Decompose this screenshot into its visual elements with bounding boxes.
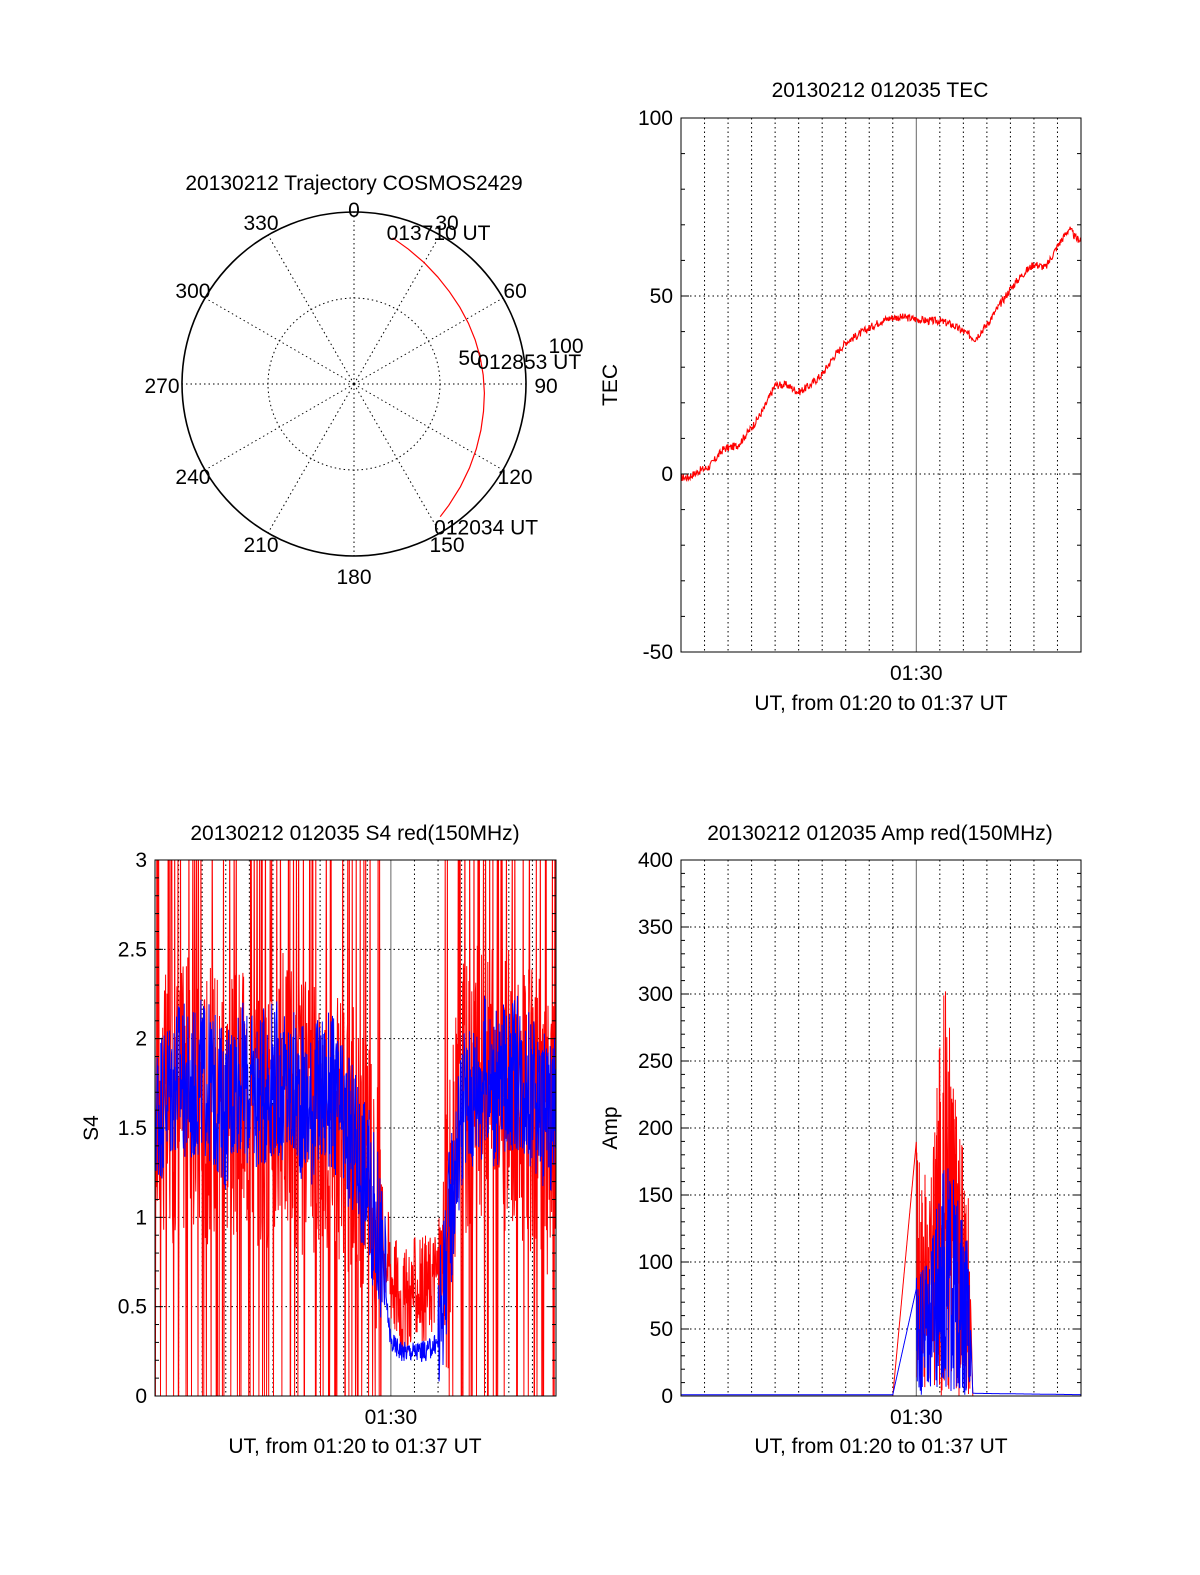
amp-y-axis-label: Amp <box>599 1106 622 1149</box>
s4-x-axis-label: UT, from 01:20 to 01:37 UT <box>228 1435 481 1458</box>
amp-y-tick-label: 400 <box>638 849 673 872</box>
tec-y-tick-label: 50 <box>650 285 673 308</box>
polar-spoke-240 <box>204 383 355 471</box>
polar-spoke-210 <box>267 383 355 534</box>
polar-radial-label: 100 <box>548 335 583 358</box>
tec-ticks <box>681 117 1081 653</box>
amp-y-tick-label: 350 <box>638 916 673 939</box>
polar-azimuth-labels: 0 30 60 90 120 150 180 210 240 270 300 330 <box>144 199 557 589</box>
s4-y-axis-label: S4 <box>80 1115 103 1141</box>
tec-y-tick-label: 100 <box>638 107 673 130</box>
s4-ticks <box>155 859 556 1397</box>
s4-series-line-1 <box>155 995 556 1382</box>
amp-y-tick-label: 150 <box>638 1184 673 1207</box>
polar-azimuth-label: 330 <box>243 212 278 235</box>
s4-y-tick-label: 0.5 <box>118 1296 147 1319</box>
s4-y-tick-label: 1.5 <box>118 1117 147 1140</box>
polar-azimuth-label: 30 <box>435 212 458 235</box>
s4-x-tick-label: 01:30 <box>365 1406 418 1429</box>
polar-azimuth-label: 300 <box>175 280 210 303</box>
s4-title: 20130212 012035 S4 red(150MHz) <box>190 822 519 845</box>
amp-y-tick-label: 50 <box>650 1318 673 1341</box>
amp-chart: 20130212 012035 Amp red(150MHz) 0 50 100 15… <box>599 822 1082 1458</box>
amp-x-tick-labels: 01:30 <box>890 1406 943 1429</box>
trajectory-annotation: 013710 UT <box>387 222 491 245</box>
tec-x-axis-label: UT, from 01:20 to 01:37 UT <box>754 692 1007 715</box>
tec-series <box>681 226 1081 482</box>
trajectory-line <box>392 237 486 518</box>
amp-x-axis-label: UT, from 01:20 to 01:37 UT <box>754 1435 1007 1458</box>
s4-y-tick-label: 0 <box>135 1385 147 1408</box>
s4-y-tick-label: 2 <box>135 1028 147 1051</box>
amp-series-line-1 <box>681 1168 1081 1396</box>
tec-title: 20130212 012035 TEC <box>772 79 989 102</box>
polar-azimuth-label: 270 <box>144 375 179 398</box>
trajectory-chart: 20130212 Trajectory COSMOS2429 0 30 60 90 12… <box>144 172 583 589</box>
s4-chart: 20130212 012035 S4 red(150MHz) 0 0.5 1 1.5 2… <box>80 822 557 1458</box>
amp-y-tick-label: 100 <box>638 1251 673 1274</box>
s4-y-tick-label: 2.5 <box>118 938 147 961</box>
amp-ticks <box>681 859 1081 1397</box>
trajectory-annotation: 012853 UT <box>477 351 581 374</box>
amp-title: 20130212 012035 Amp red(150MHz) <box>707 822 1053 845</box>
tec-y-axis-label: TEC <box>599 364 622 406</box>
trajectory-annotation: 012034 UT <box>434 517 538 540</box>
amp-y-tick-label: 200 <box>638 1117 673 1140</box>
polar-ring-50 <box>267 297 441 471</box>
polar-azimuth-label: 150 <box>429 534 464 557</box>
tec-series-line-0 <box>681 226 1081 482</box>
trajectory-title: 20130212 Trajectory COSMOS2429 <box>185 172 522 195</box>
polar-azimuth-label: 60 <box>503 280 526 303</box>
s4-y-tick-label: 3 <box>135 849 147 872</box>
amp-y-tick-label: 250 <box>638 1050 673 1073</box>
tec-x-tick-label: 01:30 <box>890 662 943 685</box>
polar-spoke-150 <box>353 383 441 534</box>
s4-y-tick-label: 1 <box>135 1206 147 1229</box>
polar-spoke-330 <box>267 234 355 385</box>
s4-y-tick-labels: 0 0.5 1 1.5 2 2.5 3 <box>118 849 147 1408</box>
polar-azimuth-label: 0 <box>348 199 360 222</box>
s4-x-tick-labels: 01:30 <box>365 1406 418 1429</box>
polar-azimuth-label: 210 <box>243 534 278 557</box>
polar-spoke-60 <box>353 297 504 385</box>
polar-azimuth-label: 120 <box>498 466 533 489</box>
polar-grid <box>182 212 526 556</box>
polar-radial-label: 50 <box>458 347 481 370</box>
polar-spoke-30 <box>353 234 441 385</box>
polar-spoke-300 <box>204 297 355 385</box>
polar-azimuth-label: 180 <box>336 566 371 589</box>
polar-azimuth-label: 90 <box>534 375 557 398</box>
amp-series-line-0 <box>681 991 1081 1396</box>
amp-grid <box>681 860 1081 1396</box>
tec-y-tick-label: -50 <box>643 641 673 664</box>
amp-series <box>681 991 1081 1396</box>
tec-plot-frame <box>680 117 1082 653</box>
amp-y-tick-label: 0 <box>661 1385 673 1408</box>
tec-y-tick-label: 0 <box>661 463 673 486</box>
polar-outer-circle <box>181 211 527 557</box>
tec-y-tick-labels: -50 0 50 100 <box>638 107 673 664</box>
amp-y-tick-label: 300 <box>638 983 673 1006</box>
tec-grid <box>681 118 1081 652</box>
amp-y-tick-labels: 0 50 100 150 200 250 300 350 400 <box>638 849 673 1408</box>
tec-x-tick-labels: 01:30 <box>890 662 943 685</box>
trajectory-annotations: 013710 UT 012853 UT 012034 UT <box>387 222 582 540</box>
polar-radial-labels: 50 100 <box>458 335 583 370</box>
amp-x-tick-label: 01:30 <box>890 1406 943 1429</box>
s4-series <box>155 860 556 1396</box>
polar-azimuth-label: 240 <box>175 466 210 489</box>
